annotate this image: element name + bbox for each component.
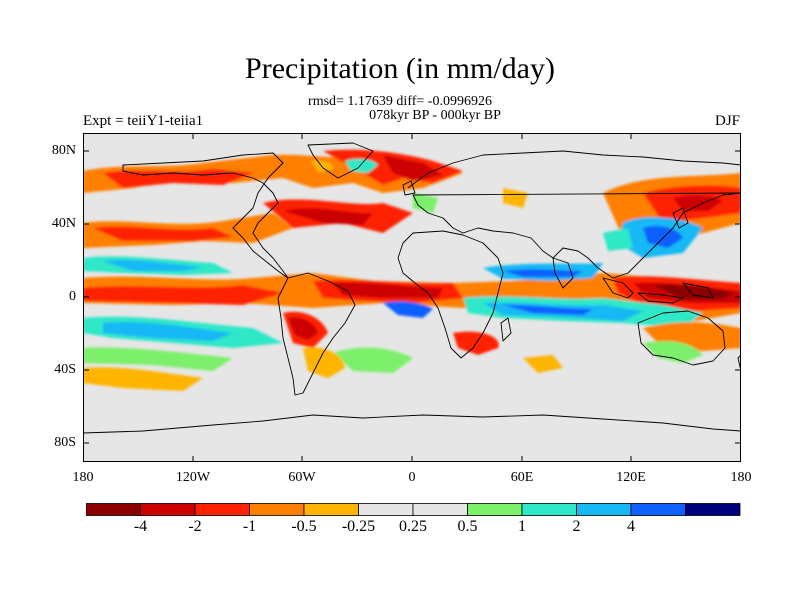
stats-period: 078kyr BP - 000kyr BP [369,108,501,123]
colorbar-label: -1 [242,518,257,535]
colorbar [86,503,741,516]
colorbar-label: 1 [518,518,526,535]
x-tick-label: 120W [175,470,211,485]
precip-map [83,133,741,462]
colorbar-label: 4 [627,518,635,535]
x-tick-label: 0 [408,470,416,485]
y-tick-label: 80N [51,143,76,158]
stats-rmsd-diff: rmsd= 1.17639 diff= -0.0996926 [308,94,492,109]
colorbar-swatch [303,503,359,516]
x-tick-label: 60W [288,470,316,485]
colorbar-swatch [412,503,468,516]
y-tick-label: 0 [69,289,76,304]
colorbar-label: 0.25 [399,518,427,535]
colorbar-swatch [86,503,141,516]
colorbar-swatch [521,503,577,516]
colorbar-swatch [249,503,305,516]
y-tick-label: 80S [54,435,76,450]
colorbar-swatch [467,503,523,516]
colorbar-swatch [630,503,686,516]
tick-marks [83,133,741,462]
plot-title: Precipitation (in mm/day) [245,52,555,85]
y-tick-label: 40N [51,216,76,231]
colorbar-swatch [140,503,196,516]
x-tick-label: 180 [72,470,94,485]
y-tick-label: 40S [54,362,76,377]
x-tick-label: 180 [730,470,752,485]
x-tick-label: 60E [510,470,534,485]
colorbar-label: -4 [133,518,148,535]
colorbar-label: -0.25 [341,518,376,535]
stats-block: rmsd= 1.17639 diff= -0.0996926 078kyr BP… [0,95,800,123]
colorbar-swatch [576,503,632,516]
colorbar-swatch [194,503,250,516]
colorbar-label: -2 [188,518,202,535]
season-label: DJF [714,113,740,129]
colorbar-label: 0.5 [457,518,478,535]
experiment-label: Expt = teiiY1-teiia1 [83,113,204,129]
colorbar-label: 2 [572,518,581,535]
colorbar-swatch [685,503,741,516]
anomaly-field [83,149,741,391]
colorbar-label: -0.5 [291,518,317,535]
colorbar-swatch [358,503,414,516]
coastlines [83,142,741,434]
x-tick-label: 120E [616,470,646,485]
